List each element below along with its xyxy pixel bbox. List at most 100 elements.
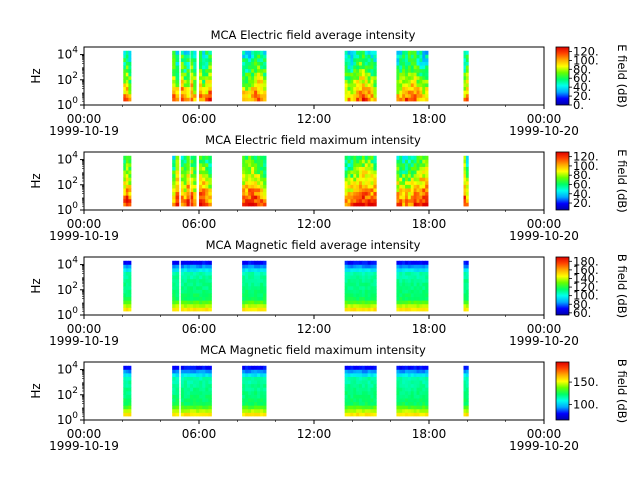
spectrogram-cell <box>419 86 423 91</box>
spectrogram-cell <box>260 271 264 276</box>
spectrogram-cell <box>425 86 429 91</box>
spectrogram-cell <box>353 380 357 385</box>
spectrogram-cell <box>202 293 206 298</box>
colorbar-tick-label: 40. <box>573 80 591 94</box>
spectrogram-cell <box>257 191 261 196</box>
spectrogram-cell <box>242 173 246 178</box>
spectrogram-cell <box>260 75 264 80</box>
spectrogram-cell <box>410 401 415 406</box>
spectrogram-cell <box>125 300 129 305</box>
spectrogram-cell <box>205 369 209 374</box>
spectrogram-cell <box>202 188 206 193</box>
spectrogram-cell <box>251 173 255 178</box>
spectrogram-cell <box>260 275 264 280</box>
spectrogram-cell <box>193 177 197 182</box>
spectrogram-cell <box>465 198 469 203</box>
spectrogram-cell <box>123 54 127 59</box>
spectrogram-cell <box>202 50 206 55</box>
spectrogram-cell <box>413 383 417 388</box>
spectrogram-cell <box>399 390 403 395</box>
spectrogram-cell <box>344 79 348 84</box>
spectrogram-cell <box>353 65 357 70</box>
spectrogram-cell <box>242 75 246 80</box>
spectrogram-cell <box>407 278 412 283</box>
spectrogram-cell <box>248 68 252 73</box>
colorbar-label: B field (dB) <box>615 254 629 318</box>
spectrogram-cell <box>359 61 363 66</box>
spectrogram-cell <box>189 398 194 403</box>
spectrogram-cell <box>125 376 129 381</box>
spectrogram-cell <box>254 83 258 88</box>
spectrogram-cell <box>353 285 357 290</box>
spectrogram-cell <box>359 86 363 91</box>
spectrogram-cell <box>425 180 429 185</box>
spectrogram-cell <box>172 401 176 406</box>
spectrogram-cell <box>416 57 420 62</box>
spectrogram-cell <box>347 184 351 189</box>
spectrogram-cell <box>347 57 351 62</box>
spectrogram-cell <box>407 282 412 287</box>
spectrogram-cell <box>172 405 176 410</box>
spectrogram-cell <box>373 271 377 276</box>
spectrogram-cell <box>189 264 194 269</box>
spectrogram-cell <box>251 83 255 88</box>
spectrogram-cell <box>344 376 348 381</box>
spectrogram-cell <box>257 57 261 62</box>
spectrogram-cell <box>257 369 261 374</box>
spectrogram-cell <box>202 394 206 399</box>
spectrogram-cell <box>260 180 264 185</box>
spectrogram-cell <box>402 195 406 200</box>
spectrogram-cell <box>180 79 185 84</box>
spectrogram-cell <box>373 159 377 164</box>
spectrogram-cell <box>356 65 360 70</box>
spectrogram-cell <box>373 177 377 182</box>
spectrogram-cell <box>251 376 255 381</box>
spectrogram-cell <box>405 267 409 272</box>
spectrogram-cell <box>208 390 212 395</box>
spectrogram-cell <box>205 195 209 200</box>
spectrogram-cell <box>183 383 188 388</box>
spectrogram-cell <box>183 365 188 370</box>
spectrogram-cell <box>186 155 190 160</box>
spectrogram-cell <box>399 162 403 167</box>
spectrogram-cell <box>359 72 363 77</box>
spectrogram-cell <box>413 57 417 62</box>
spectrogram-cell <box>190 162 194 167</box>
spectrogram-cell <box>410 398 415 403</box>
spectrogram-cell <box>208 412 212 417</box>
spectrogram-cell <box>356 191 360 196</box>
spectrogram-cell <box>205 54 209 59</box>
spectrogram-cell <box>402 275 406 280</box>
spectrogram-cell <box>199 271 203 276</box>
spectrogram-cell <box>199 275 203 280</box>
spectrogram-cell <box>193 83 197 88</box>
spectrogram-cell <box>123 72 127 77</box>
spectrogram-cell <box>208 50 212 55</box>
spectrogram-cell <box>361 50 366 55</box>
spectrogram-cell <box>407 390 412 395</box>
spectrogram-block <box>123 155 132 207</box>
spectrogram-cell <box>196 260 200 265</box>
spectrogram-cell <box>367 75 371 80</box>
spectrogram-cell <box>344 387 348 392</box>
spectrogram-cell <box>123 289 127 294</box>
spectrogram-cell <box>413 159 417 164</box>
spectrogram-cell <box>125 387 129 392</box>
spectrogram-cell <box>463 390 467 395</box>
spectrogram-cell <box>251 380 255 385</box>
spectrogram-cell <box>344 300 348 305</box>
spectrogram-cell <box>242 54 246 59</box>
spectrogram-cell <box>405 376 409 381</box>
spectrogram-cell <box>347 303 351 308</box>
spectrogram-cell <box>359 390 363 395</box>
spectrogram-cell <box>257 408 261 413</box>
spectrogram-cell <box>364 180 369 185</box>
spectrogram-cell <box>465 65 469 70</box>
spectrogram-cell <box>254 293 258 298</box>
spectrogram-cell <box>208 394 212 399</box>
spectrogram-cell <box>175 57 180 62</box>
spectrogram-cell <box>370 83 374 88</box>
spectrogram-cell <box>416 296 420 301</box>
spectrogram-cell <box>465 184 469 189</box>
spectrogram-cell <box>465 412 469 417</box>
